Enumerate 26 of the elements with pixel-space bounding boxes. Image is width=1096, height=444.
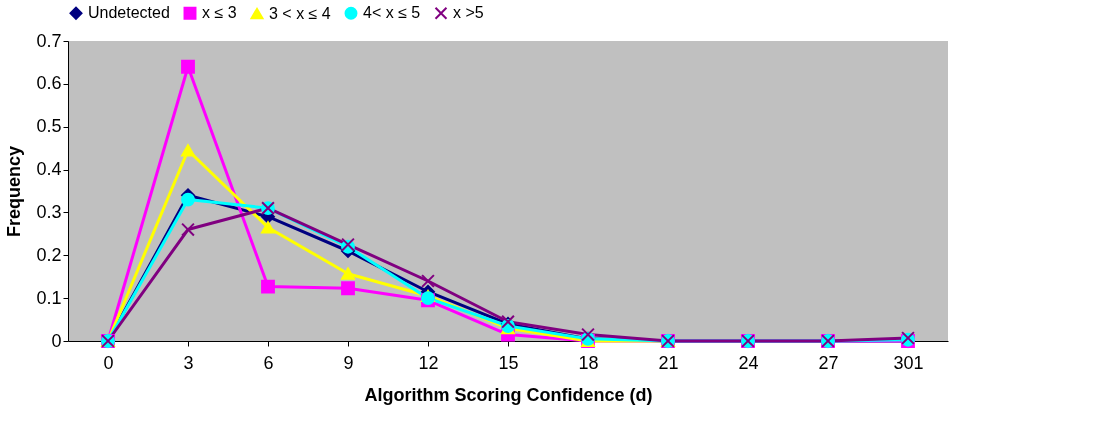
y-tick-label: 0.6 [36, 73, 62, 94]
y-tick-label: 0 [51, 330, 62, 351]
y-tick-label: 0.7 [36, 30, 62, 51]
y-tick-label: 0.2 [36, 244, 62, 265]
y-tick-label: 0.5 [36, 116, 62, 137]
y-tick-label: 0.3 [36, 201, 62, 222]
x-tick-label: 15 [498, 352, 519, 373]
legend-label: Undetected [88, 4, 170, 22]
legend-label: x >5 [453, 4, 484, 22]
y-axis-title: Frequency [4, 145, 25, 238]
x-tick-label: 12 [418, 352, 439, 373]
x-tick-label: 18 [578, 352, 599, 373]
x-tick-label: 27 [818, 352, 839, 373]
x-tick-label: 3 [183, 352, 194, 373]
legend-label: x ≤ 3 [202, 4, 237, 22]
x-axis-title: Algorithm Scoring Confidence (d) [364, 384, 653, 405]
x-tick-label: 24 [738, 352, 759, 373]
x-tick-label: 21 [658, 352, 679, 373]
x-tick-label: 0 [103, 352, 114, 373]
x-tick-label: 301 [893, 352, 924, 373]
x-tick-label: 9 [343, 352, 354, 373]
legend-label: 4< x ≤ 5 [363, 4, 421, 22]
y-tick-label: 0.1 [36, 287, 62, 308]
y-tick-label: 0.4 [36, 159, 62, 180]
legend-label: 3 < x ≤ 4 [269, 4, 331, 22]
x-tick-label: 6 [263, 352, 274, 373]
